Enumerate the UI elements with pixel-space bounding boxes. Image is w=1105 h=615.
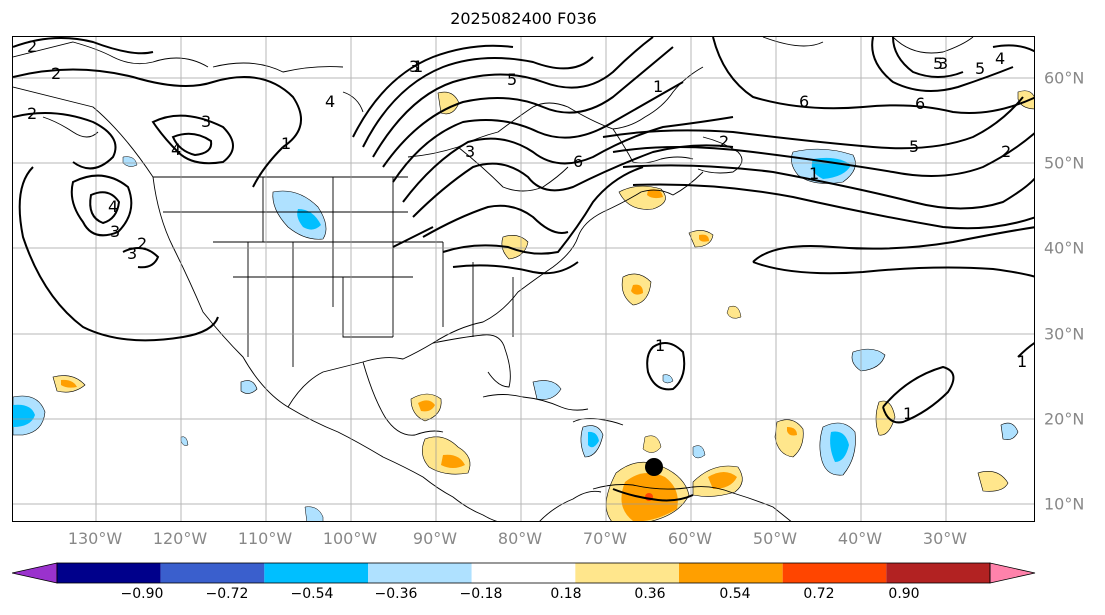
colorbar-segments — [12, 562, 1036, 584]
contour-label: 1 — [903, 404, 913, 423]
contour-label: 5 — [507, 70, 517, 89]
colorbar-segment — [782, 563, 887, 583]
contour-label: 5 — [975, 59, 985, 78]
colorbar-segment — [368, 563, 472, 583]
contour-labels: 2 2 2 3 4 3 4 3 2 1 3 4 5 3 2 1 6 5 2 3 … — [13, 37, 1027, 423]
colorbar-extend-min — [12, 562, 58, 584]
lon-label: 120°W — [152, 529, 208, 548]
contour-label: 1 — [809, 164, 819, 183]
lon-label: 90°W — [412, 529, 458, 548]
contour-label: 5 — [909, 137, 919, 156]
colorbar-tick-label: −0.18 — [459, 586, 503, 602]
contour-label: 4 — [171, 140, 181, 159]
colorbar-segment — [679, 563, 783, 583]
contour-label: 3 — [465, 142, 475, 161]
colorbar-segment — [264, 563, 368, 583]
contour-label: 6 — [573, 152, 583, 171]
contour-label: 1 — [413, 57, 423, 76]
colorbar-extend-max — [989, 562, 1036, 584]
colorbar-tick-label: 0.18 — [550, 586, 582, 602]
contour-label: 4 — [325, 92, 335, 111]
map-canvas: 2 2 2 3 4 3 4 3 2 1 3 4 5 3 2 1 6 5 2 3 … — [13, 37, 1034, 521]
colorbar-segment — [160, 563, 265, 583]
lon-label: 70°W — [582, 529, 628, 548]
lat-label: 10°N — [1044, 494, 1085, 514]
colorbar-tick-label: −0.90 — [120, 586, 164, 602]
lon-label: 80°W — [497, 529, 543, 548]
colorbar-tick-label: −0.72 — [205, 586, 249, 602]
contour-lines — [13, 37, 1034, 502]
contour-label: 1 — [13, 37, 23, 41]
lon-label: 130°W — [67, 529, 123, 548]
contour-label: 3 — [110, 222, 120, 241]
contour-label: 1 — [655, 336, 665, 355]
lon-label: 50°W — [752, 529, 798, 548]
contour-label: 1 — [653, 77, 663, 96]
colorbar-tick-label: −0.54 — [290, 586, 334, 602]
colorbar-tick-label: 0.90 — [888, 586, 920, 602]
lat-label: 40°N — [1044, 238, 1085, 258]
map-title: 2025082400 F036 — [450, 9, 597, 28]
colorbar-segment — [471, 563, 576, 583]
colorbar-outline — [56, 562, 991, 584]
lon-label: 30°W — [922, 529, 968, 548]
lat-label: 60°N — [1044, 68, 1085, 88]
contour-label: 4 — [995, 49, 1005, 68]
contour-label: 3 — [938, 54, 948, 73]
lat-label: 30°N — [1044, 324, 1085, 344]
coastlines — [13, 37, 974, 521]
contour-label: 1 — [13, 37, 23, 41]
lon-label: 110°W — [237, 529, 293, 548]
lon-label: 100°W — [322, 529, 378, 548]
colorbar-tick-label: 0.54 — [719, 586, 751, 602]
colorbar-tick-label: −0.36 — [374, 586, 418, 602]
lon-label: 60°W — [667, 529, 713, 548]
lat-label: 20°N — [1044, 409, 1085, 429]
contour-label: 3 — [201, 112, 211, 131]
colorbar-segment — [886, 563, 990, 583]
contour-label: 2 — [719, 132, 729, 151]
colorbar-segment — [57, 563, 161, 583]
contour-label: 3 — [409, 57, 419, 76]
graticule — [13, 37, 1034, 521]
contour-label: 1 — [281, 134, 291, 153]
contour-label: 3 — [127, 244, 137, 263]
lat-label: 50°N — [1044, 153, 1085, 173]
contour-label: 2 — [27, 37, 37, 56]
contour-label: 2 — [137, 234, 147, 253]
contour-label: 2 — [27, 104, 37, 123]
colorbar-segment — [575, 563, 679, 583]
contour-label: 1 — [1017, 352, 1027, 371]
colorbar-tick-label: 0.36 — [634, 586, 666, 602]
colorbar-tick-label: 0.72 — [803, 586, 835, 602]
contour-label: 6 — [799, 92, 809, 111]
contour-label: 5 — [933, 54, 943, 73]
map-panel[interactable]: 2 2 2 3 4 3 4 3 2 1 3 4 5 3 2 1 6 5 2 3 … — [12, 36, 1035, 522]
shaded-anomalies — [13, 90, 1034, 521]
storm-center-marker[interactable] — [645, 458, 663, 476]
contour-label: 4 — [108, 197, 118, 216]
contour-label: 6 — [915, 94, 925, 113]
lon-label: 40°W — [837, 529, 883, 548]
contour-label: 2 — [51, 64, 61, 83]
colorbar — [12, 562, 1036, 584]
contour-label: 2 — [1001, 142, 1011, 161]
